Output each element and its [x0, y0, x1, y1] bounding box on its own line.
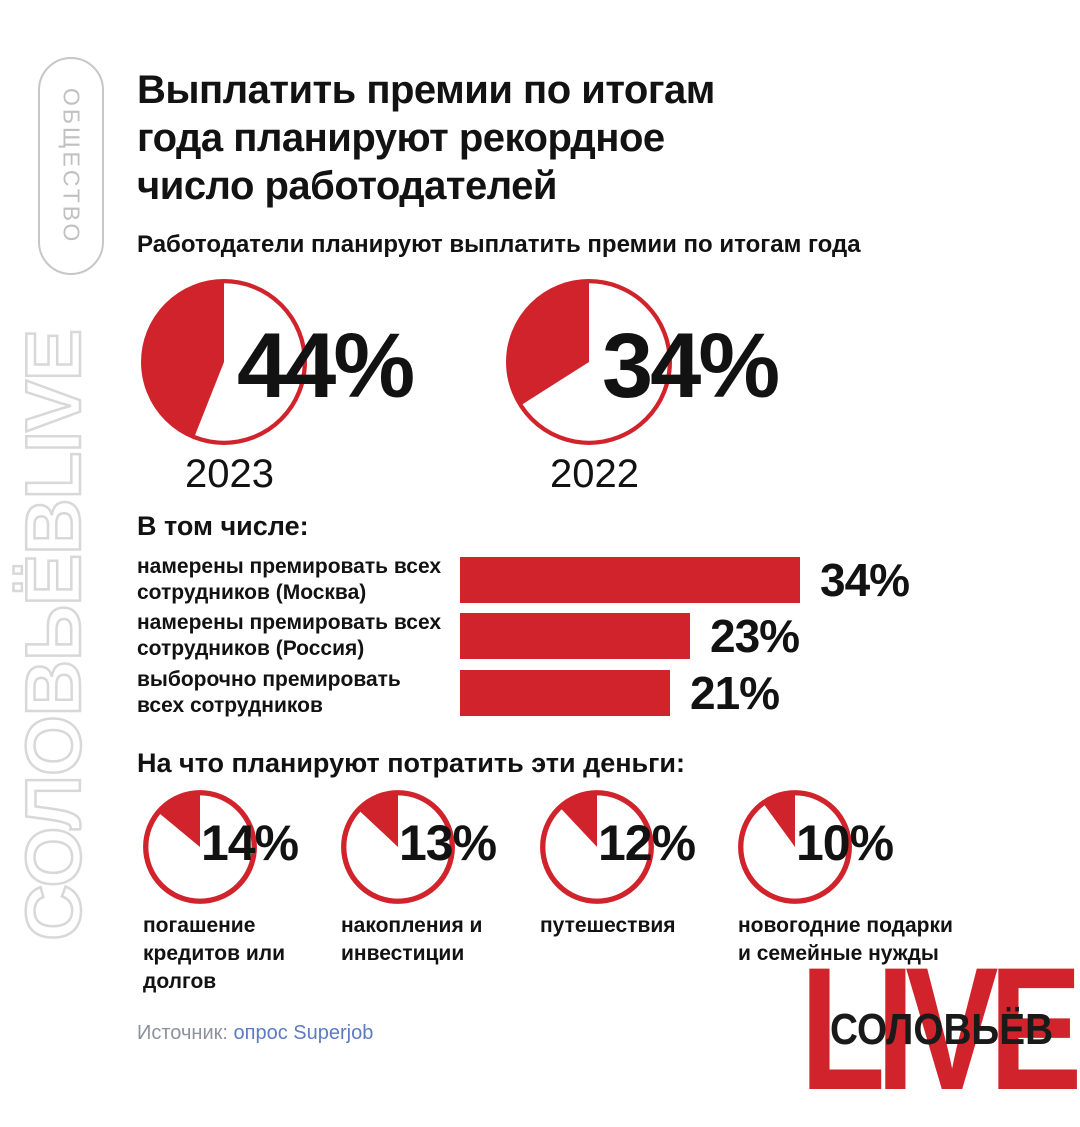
source-line: Источник: опрос Superjob: [137, 1022, 373, 1045]
spend-pie-value: 13%: [399, 815, 497, 871]
spend-pie-caption: новогодние подарки и семейные нужды: [738, 914, 953, 965]
bar-value: 23%: [710, 610, 800, 662]
watermark-vertical-logo: СОЛОВЬЁВLIVE: [8, 329, 99, 942]
category-badge: ОБЩЕСТВО: [38, 57, 104, 275]
spend-pie-caption: путешествия: [540, 914, 676, 937]
spend-pie-value: 14%: [201, 815, 299, 871]
pie-2022-group: 34% 2022: [503, 276, 973, 516]
spend-pie-savings: 13% накопления и инвестиции: [339, 788, 539, 1048]
spend-pie-chart: [341, 790, 455, 904]
bar-row-selective: выборочно премировать всех сотрудников 2…: [137, 667, 1037, 719]
spend-pie-caption: погашение кредитов или долгов: [143, 914, 285, 993]
bar-value: 34%: [820, 554, 910, 606]
spend-pie-chart: [540, 790, 654, 904]
source-link[interactable]: опрос Superjob: [233, 1022, 374, 1044]
spend-pie-travel: 12% путешествия: [538, 788, 738, 1048]
pie-2023-value: 44%: [237, 315, 415, 417]
pie-2022-value: 34%: [602, 315, 780, 417]
bar-value: 21%: [690, 667, 780, 719]
bar-label: намерены премировать всех сотрудников (Р…: [137, 611, 442, 660]
pie-2022-label: 2022: [550, 452, 639, 496]
bar-fill: [460, 613, 690, 659]
spend-pie-caption: накопления и инвестиции: [341, 914, 483, 965]
bar-label: намерены премировать всех сотрудников (М…: [137, 555, 442, 604]
spend-pie-chart: [738, 790, 852, 904]
page-title: Выплатить премии по итогам года планирую…: [137, 68, 715, 208]
spend-pie-value: 12%: [598, 815, 696, 871]
bar-label: выборочно премировать всех сотрудников: [137, 668, 401, 717]
pie-2023-label: 2023: [185, 452, 274, 496]
pie-2022-chart: [506, 279, 672, 445]
bar-fill: [460, 557, 800, 603]
bar-row-russia: намерены премировать всех сотрудников (Р…: [137, 610, 1037, 662]
pie-2023-group: 44% 2023: [138, 276, 608, 516]
bar-row-moscow: намерены премировать всех сотрудников (М…: [137, 554, 1037, 606]
including-section-heading: В том числе:: [137, 511, 309, 541]
category-badge-label: ОБЩЕСТВО: [58, 87, 85, 245]
bar-fill: [460, 670, 670, 716]
pie-2023-chart: [141, 279, 307, 445]
spend-section-heading: На что планируют потратить эти деньги:: [137, 748, 685, 778]
spend-pie-value: 10%: [796, 815, 894, 871]
solovyov-logo-text: СОЛОВЬЁВ: [830, 1005, 1054, 1054]
spend-pie-chart: [143, 790, 257, 904]
spend-pie-gifts: 10% новогодние подарки и семейные нужды: [736, 788, 953, 1048]
chart-subtitle: Работодатели планируют выплатить премии …: [137, 231, 861, 258]
source-prefix: Источник:: [137, 1022, 228, 1044]
spend-pie-credits: 14% погашение кредитов или долгов: [141, 788, 341, 1048]
